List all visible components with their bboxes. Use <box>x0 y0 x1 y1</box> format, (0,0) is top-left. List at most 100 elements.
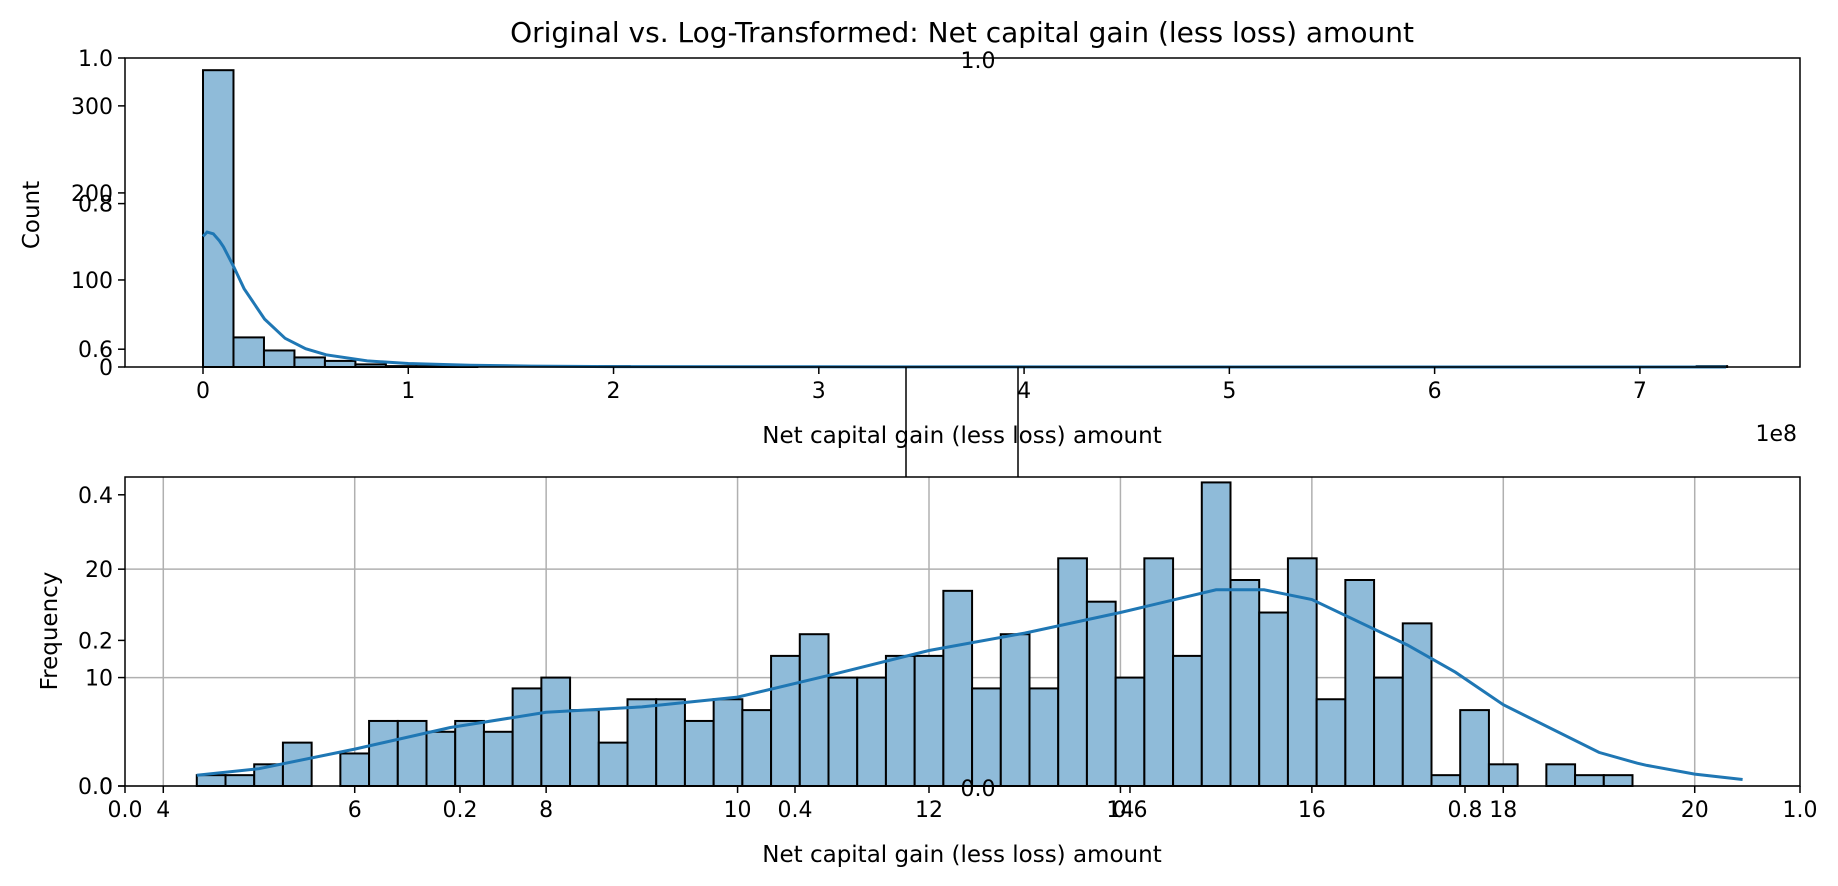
y-tick-label: 100 <box>71 269 113 294</box>
x-tick-label: 7 <box>1633 379 1647 404</box>
histogram-bar <box>1286 557 1318 787</box>
x-tick-label: 14 <box>1106 798 1134 823</box>
histogram-bar <box>1114 676 1146 787</box>
chart-title: Original vs. Log-Transformed: Net capita… <box>510 16 1414 49</box>
histogram-bar <box>1085 600 1117 787</box>
histogram-bar <box>712 698 744 788</box>
histogram-bar <box>597 741 629 788</box>
parent-y-tick-label: 0.6 <box>78 338 113 363</box>
histogram-bar <box>396 719 428 788</box>
x-tick-label: 18 <box>1489 798 1517 823</box>
top-axes-frame <box>124 57 1801 368</box>
x-tick-label: 8 <box>539 798 553 823</box>
bottom-axes-frame <box>124 476 1801 787</box>
histogram-bar <box>1545 763 1577 788</box>
parent-y-tick-label: 0.2 <box>78 629 113 654</box>
parent-y-tick-label: 0.8 <box>78 193 113 218</box>
top-histogram-panel: 0 1 2 3 4 5 6 7 0 100 200 300 Net capital gain (le… <box>19 57 1801 449</box>
histogram-bar <box>511 687 543 788</box>
x-tick-label: 6 <box>348 798 362 823</box>
parent-axes: 0.0 0.2 0.4 0.6 0.8 1.0 0.0 0.2 0.4 0.6 0.8 1.0 <box>78 47 1818 823</box>
histogram-bar <box>293 356 326 369</box>
top-y-axis-label: Count <box>19 181 45 249</box>
parent-y-tick-label: 1.0 <box>78 47 113 72</box>
top-x-axis-label: Net capital gain (less loss) amount <box>762 423 1161 449</box>
overlap-middle-label: 0.0 <box>961 777 996 802</box>
histogram-bar <box>195 774 227 788</box>
histogram-bar <box>425 730 457 788</box>
overlap-top-label: 1.0 <box>961 49 996 74</box>
x-tick-label: 6 <box>1428 379 1442 404</box>
x-tick-label: 12 <box>915 798 943 823</box>
histogram-bar <box>224 774 256 788</box>
x-tick-label: 1 <box>401 379 415 404</box>
histogram-bar <box>1057 557 1088 787</box>
y-tick-label: 10 <box>85 667 113 692</box>
histogram-bar <box>540 676 572 787</box>
histogram-bar <box>856 676 887 787</box>
histogram-bar <box>1487 763 1519 788</box>
histogram-bar <box>683 719 715 788</box>
histogram-bar <box>1430 774 1462 788</box>
parent-x-tick-label: 1.0 <box>1783 798 1818 823</box>
parent-x-tick-label: 0.8 <box>1448 798 1483 823</box>
histogram-bar <box>1143 557 1175 787</box>
parent-x-tick-label: 0.6 <box>1113 798 1148 823</box>
histogram-bar <box>655 698 686 788</box>
top-x-ticks: 0 1 2 3 4 5 6 7 <box>196 367 1647 404</box>
top-bars <box>202 69 1729 369</box>
parent-y-tick-label: 0.4 <box>78 484 113 509</box>
x-tick-label: 10 <box>724 798 752 823</box>
x-tick-label: 4 <box>1017 379 1031 404</box>
x-tick-label: 4 <box>156 798 170 823</box>
histogram-bar <box>913 654 945 787</box>
y-tick-label: 20 <box>85 558 113 583</box>
histogram-bar <box>798 633 830 787</box>
histogram-bar <box>1229 579 1261 787</box>
histogram-bar <box>323 359 357 369</box>
histogram-bar <box>454 719 485 788</box>
histogram-bar <box>339 752 371 788</box>
histogram-bar <box>232 336 265 369</box>
histogram-bar <box>482 730 514 788</box>
histogram-bar <box>741 709 773 788</box>
x-tick-label: 16 <box>1298 798 1326 823</box>
x-tick-label: 20 <box>1681 798 1709 823</box>
y-tick-label: 300 <box>71 95 113 120</box>
bottom-histogram-panel: 4 6 8 10 12 14 16 18 20 0 10 20 Net capital gain (… <box>37 476 1801 868</box>
histogram-bar <box>1602 774 1634 788</box>
histogram-bar <box>999 633 1031 787</box>
bottom-x-axis-label: Net capital gain (less loss) amount <box>762 842 1161 868</box>
top-y-ticks: 0 100 200 300 <box>71 95 125 381</box>
top-kde-line <box>201 230 1727 369</box>
histogram-bar <box>1401 622 1433 787</box>
top-x-multiplier: 1e8 <box>1755 422 1797 447</box>
histogram-bar <box>884 654 916 787</box>
histogram-bar <box>1172 654 1203 787</box>
y-tick-label: 0 <box>99 775 113 800</box>
y-tick-label: 200 <box>71 182 113 207</box>
x-tick-label: 5 <box>1222 379 1236 404</box>
histogram-bar <box>202 69 235 368</box>
histogram-bar <box>262 349 296 369</box>
parent-x-tick-label: 0.4 <box>778 798 813 823</box>
histogram-bar <box>1344 579 1376 787</box>
x-tick-label: 2 <box>607 379 621 404</box>
histogram-bar <box>971 687 1002 788</box>
histogram-bar <box>1258 611 1289 787</box>
histogram-bar <box>1574 774 1605 788</box>
histogram-bar <box>770 654 801 787</box>
histogram-bar <box>368 719 399 788</box>
bottom-y-axis-label: Frequency <box>37 572 63 691</box>
parent-x-tick-label: 0.0 <box>108 798 143 823</box>
histogram-bar <box>942 589 974 787</box>
histogram-bar <box>1028 687 1060 788</box>
histogram-bar <box>569 709 600 788</box>
histogram-bar <box>1200 481 1232 787</box>
x-tick-label: 3 <box>812 379 826 404</box>
parent-y-tick-label: 0.0 <box>78 775 113 800</box>
histogram-bar <box>1459 709 1490 788</box>
bottom-bars <box>195 481 1634 788</box>
histogram-bar <box>1315 698 1347 788</box>
